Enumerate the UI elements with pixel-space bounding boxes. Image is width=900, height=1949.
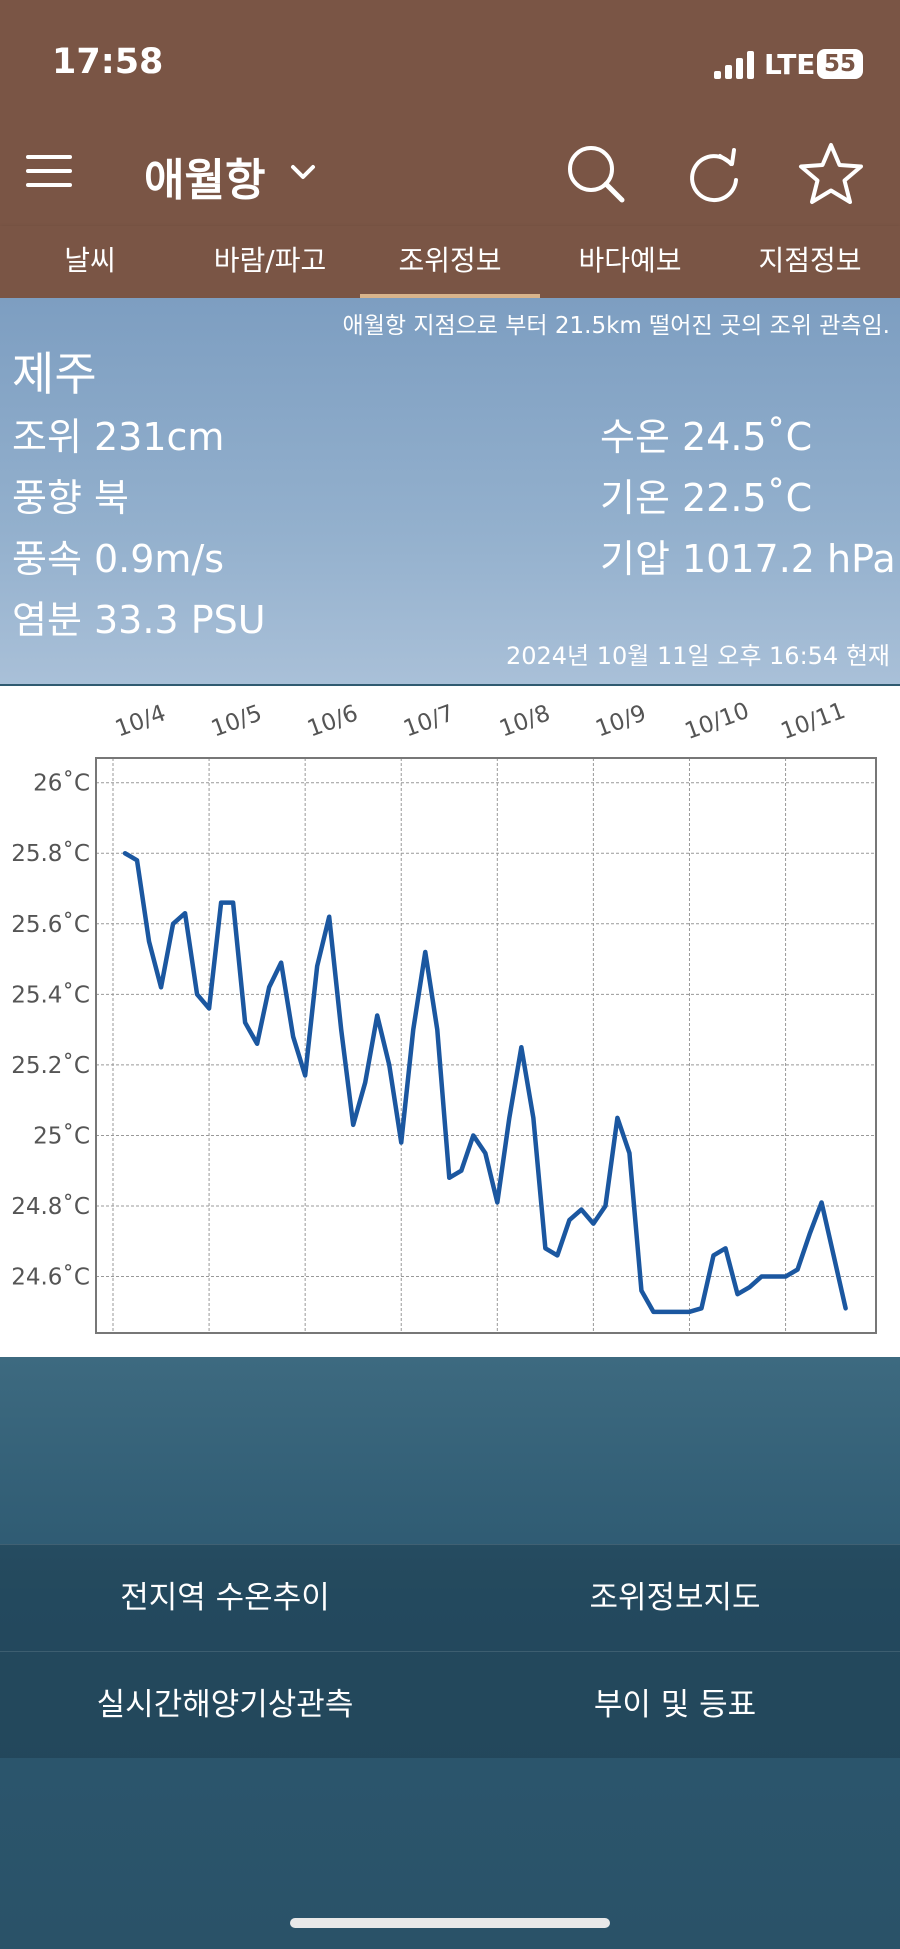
home-indicator [290, 1918, 610, 1928]
search-button[interactable] [564, 142, 628, 206]
station-panel: 애월항 지점으로 부터 21.5km 떨어진 곳의 조위 관측임. 제주 202… [0, 298, 900, 684]
tab[interactable]: 바람/파고 [213, 244, 327, 277]
station-name: 제주 [12, 347, 97, 401]
x-tick-label: 10/10 [681, 698, 752, 745]
observation-time: 2024년 10월 11일 오후 16:54 현재 [505, 642, 890, 670]
battery: 55 [817, 49, 863, 79]
y-tick-label: 25.2˚C [11, 1052, 90, 1079]
menu-button[interactable] [20, 145, 80, 195]
tab[interactable]: 조위정보 [360, 226, 540, 298]
station-reading: 기압 1017.2 hPa [600, 537, 896, 581]
y-tick-label: 26˚C [33, 770, 90, 797]
x-tick-label: 10/8 [496, 700, 553, 742]
tab[interactable]: 날씨 [64, 244, 116, 277]
x-tick-label: 10/11 [778, 698, 849, 745]
y-tick-label: 25.8˚C [11, 840, 90, 867]
chart-panel: 24.6˚C 24.8˚C 25˚C 25.2˚C 25.4˚C 25.6˚C 25.8˚C… [0, 686, 900, 1357]
y-tick-label: 24.8˚C [11, 1193, 90, 1220]
plot-border [95, 757, 877, 1334]
refresh-button[interactable] [682, 142, 746, 206]
button-row: 실시간해양기상관측 부이 및 등표 [0, 1651, 900, 1758]
tab-bar: 날씨 바람/파고 조위정보 바다예보 지점정보 [0, 226, 900, 298]
station-reading: 조위 231cm [12, 415, 225, 459]
station-reading: 염분 33.3 PSU [12, 598, 266, 642]
button-row: 전지역 수온추이 조위정보지도 [0, 1544, 900, 1651]
network-label: LTE [764, 48, 816, 81]
distance-note: 애월항 지점으로 부터 21.5km 떨어진 곳의 조위 관측임. [342, 313, 890, 339]
data-line [122, 851, 848, 1315]
menu-link[interactable]: 전지역 수온추이 [120, 1580, 330, 1616]
x-tick-label: 10/6 [304, 700, 361, 742]
y-tick-label: 25.6˚C [11, 911, 90, 938]
location-dropdown[interactable] [288, 160, 318, 184]
station-reading: 풍향 북 [12, 476, 129, 520]
signal-icon [714, 51, 754, 79]
station-reading: 수온 24.5˚C [600, 415, 813, 459]
x-tick-label: 10/5 [208, 700, 265, 742]
station-reading: 풍속 0.9m/s [12, 537, 225, 581]
y-tick-label: 25˚C [33, 1122, 90, 1149]
status-time: 17:58 [52, 42, 164, 82]
app-header: 17:58 LTE 55 애월항 [0, 0, 900, 226]
favorite-button[interactable] [796, 140, 866, 210]
y-tick-label: 24.6˚C [11, 1264, 90, 1291]
menu-link[interactable]: 조위정보지도 [589, 1580, 761, 1616]
location-title[interactable]: 애월항 [144, 155, 266, 206]
x-tick-label: 10/4 [112, 700, 169, 742]
x-tick-label: 10/7 [400, 700, 457, 742]
chart: 24.6˚C 24.8˚C 25˚C 25.2˚C 25.4˚C 25.6˚C 25.8˚C… [11, 698, 877, 1334]
menu-link[interactable]: 부이 및 등표 [593, 1687, 757, 1723]
tab[interactable]: 바다예보 [578, 244, 682, 277]
menu-link[interactable]: 실시간해양기상관측 [96, 1687, 354, 1723]
plot-area [96, 758, 876, 1333]
station-reading: 기온 22.5˚C [600, 476, 813, 520]
x-tick-label: 10/9 [592, 700, 649, 742]
tab[interactable]: 지점정보 [758, 244, 862, 277]
y-tick-label: 25.4˚C [11, 981, 90, 1008]
